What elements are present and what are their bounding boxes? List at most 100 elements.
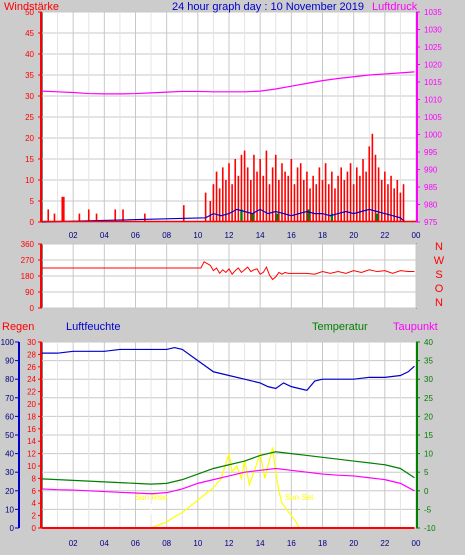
- wind-bar: [349, 163, 352, 222]
- axes-layer: 0510152025303540455097598098599099510001…: [1, 8, 445, 548]
- p3-x-tick-label: 00: [412, 539, 421, 548]
- p1-left-tick-label: 5: [30, 197, 35, 206]
- rain-tick-label: 24: [27, 375, 36, 384]
- p1-x-tick-label: 02: [69, 231, 78, 240]
- compass-letter-label: S: [435, 269, 442, 281]
- wind-bar: [218, 188, 221, 222]
- wind-bar: [377, 167, 380, 222]
- chart-title: 24 hour graph day : 10 November 2019: [172, 1, 364, 13]
- p1-x-tick-label: 20: [349, 231, 358, 240]
- p1-left-tick-label: 30: [25, 92, 34, 101]
- wind-axis-label: Windstärke: [4, 1, 59, 13]
- rain-tick-label: 18: [27, 412, 36, 421]
- temperature-tick-label: -10: [424, 524, 436, 533]
- wind-bar: [374, 154, 377, 222]
- rain-tick-label: 4: [32, 499, 37, 508]
- wind-bar: [144, 213, 146, 222]
- wind-bar: [306, 171, 308, 222]
- sun-rise-label: Sun Rise: [135, 493, 168, 502]
- wind-bar: [340, 167, 342, 222]
- wind-bar: [352, 184, 355, 222]
- p2-left-tick-label: 90: [25, 288, 34, 297]
- wind-bar: [250, 180, 252, 222]
- rain-tick-label: 30: [27, 338, 36, 347]
- wind-bar: [362, 159, 364, 222]
- humidity-tick-label: 80: [5, 375, 14, 384]
- wind-bar: [387, 184, 389, 222]
- compass-letter-label: N: [435, 297, 443, 309]
- p3-x-tick-label: 10: [193, 539, 202, 548]
- temperature-tick-label: 35: [424, 357, 433, 366]
- p3-x-tick-label: 02: [69, 539, 78, 548]
- humidity-line: [42, 346, 415, 392]
- wind-bar: [290, 159, 293, 222]
- wind-bar: [243, 150, 246, 222]
- wind-bar: [63, 196, 65, 222]
- temperature-tick-label: -5: [424, 505, 432, 514]
- wind-bar: [274, 154, 277, 222]
- wind-bar: [327, 184, 330, 222]
- p1-x-tick-label: 00: [412, 231, 421, 240]
- temperature-axis-label: Temperatur: [312, 321, 368, 333]
- p1-left-tick-label: 50: [25, 8, 34, 17]
- wind-bar: [359, 175, 361, 222]
- wind-average-line: [41, 208, 406, 223]
- wind-bar: [368, 146, 371, 222]
- rain-tick-label: 28: [27, 350, 36, 359]
- wind-bar: [253, 154, 255, 222]
- wind-green-bar: [330, 213, 334, 222]
- p1-right-tick-label: 1025: [424, 43, 442, 52]
- rain-tick-label: 14: [27, 437, 36, 446]
- p1-right-tick-label: 995: [424, 148, 438, 157]
- wind-bar: [380, 180, 383, 222]
- wind-bar: [183, 205, 185, 222]
- p1-x-tick-label: 14: [256, 231, 265, 240]
- wind-bar: [312, 175, 314, 222]
- wind-bar: [402, 184, 405, 222]
- rain-tick-label: 12: [27, 450, 36, 459]
- humidity-tick-label: 0: [10, 524, 15, 533]
- p1-right-tick-label: 1000: [424, 131, 442, 140]
- p2-left-tick-label: 270: [21, 256, 35, 265]
- wind-bar: [355, 167, 358, 222]
- wind-bar: [122, 209, 124, 222]
- wind-bar: [215, 171, 218, 222]
- p1-left-tick-label: 15: [25, 155, 34, 164]
- p1-left-tick-label: 45: [25, 29, 34, 38]
- compass-letter-label: O: [435, 283, 444, 295]
- wind-bar: [246, 167, 249, 222]
- p1-right-tick-label: 985: [424, 183, 438, 192]
- wind-bar: [87, 209, 90, 222]
- wind-bar: [231, 184, 233, 222]
- p3-x-tick-label: 16: [287, 539, 296, 548]
- wind-bar: [281, 163, 283, 222]
- wind-bar: [296, 167, 299, 222]
- p1-left-tick-label: 35: [25, 71, 34, 80]
- p3-x-tick-label: 12: [225, 539, 234, 548]
- p3-x-tick-label: 18: [318, 539, 327, 548]
- wind-bar: [268, 184, 271, 222]
- humidity-temperature-plot: Sun Rise Sun Set: [41, 346, 415, 529]
- wind-bar: [256, 171, 258, 222]
- p1-x-tick-label: 18: [318, 231, 327, 240]
- wind-bar: [331, 171, 333, 222]
- p1-x-tick-label: 04: [100, 231, 109, 240]
- humidity-tick-label: 100: [1, 338, 15, 347]
- wind-bar: [212, 184, 215, 222]
- wind-green-bar: [251, 213, 254, 222]
- p1-right-tick-label: 1015: [424, 78, 442, 87]
- p3-x-tick-label: 20: [349, 539, 358, 548]
- p1-right-tick-label: 1035: [424, 8, 442, 17]
- wind-bar: [334, 188, 336, 222]
- rain-tick-label: 20: [27, 400, 36, 409]
- wind-bar: [225, 180, 227, 222]
- p2-left-tick-label: 360: [21, 240, 35, 249]
- humidity-tick-label: 20: [5, 487, 14, 496]
- p1-x-tick-label: 12: [225, 231, 234, 240]
- wind-direction-line: [42, 261, 415, 281]
- humidity-tick-label: 90: [5, 357, 14, 366]
- wind-bar: [321, 180, 324, 222]
- p1-right-tick-label: 1005: [424, 113, 442, 122]
- temperature-tick-label: 10: [424, 450, 433, 459]
